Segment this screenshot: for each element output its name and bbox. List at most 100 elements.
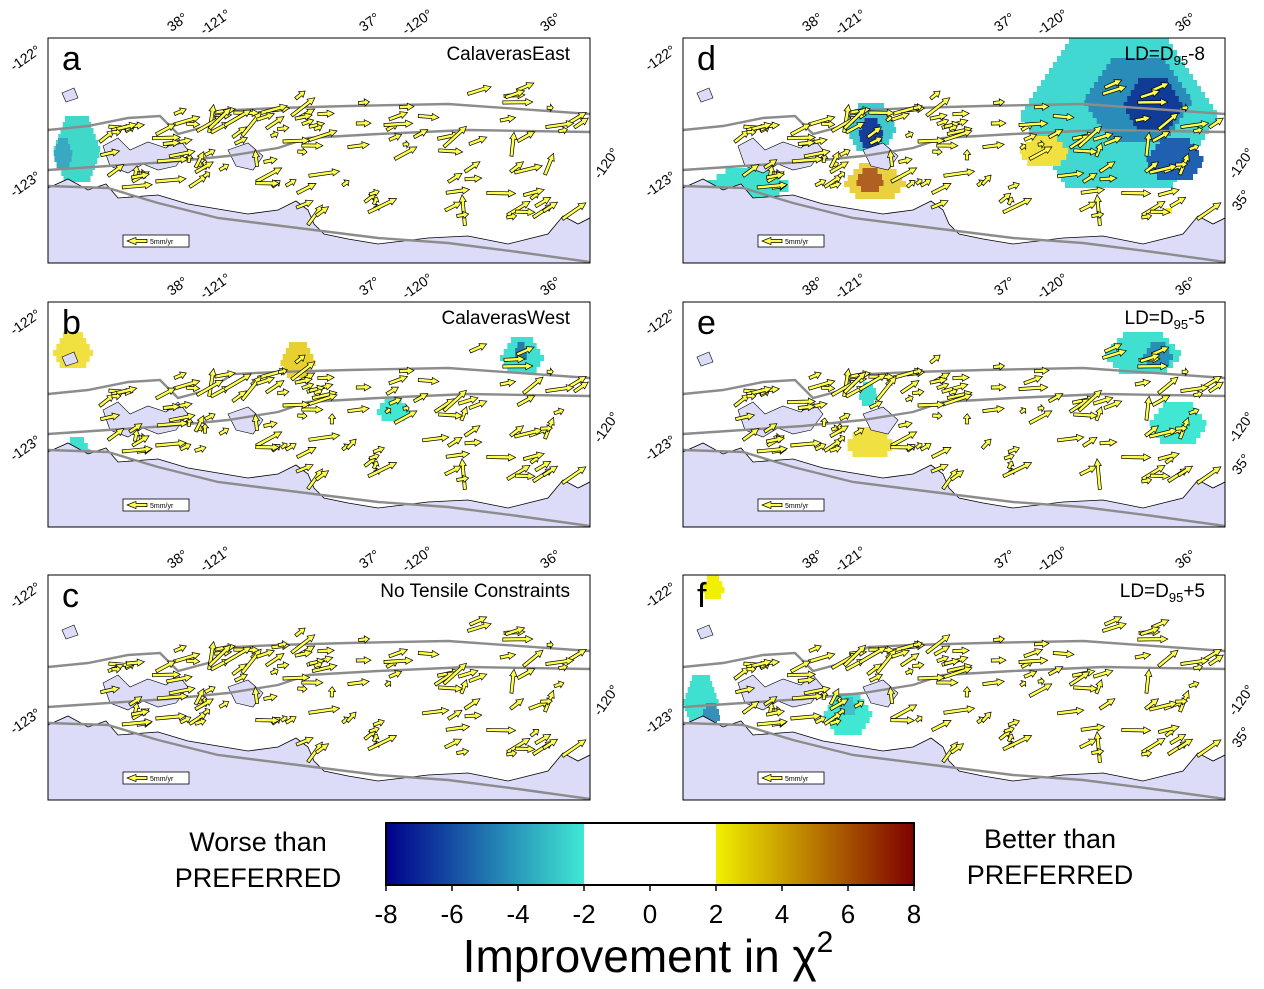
- misfit-cell: [54, 152, 100, 158]
- misfit-cell: [1117, 338, 1169, 344]
- velocity-arrow: [372, 445, 385, 454]
- misfit-cell: [1031, 136, 1057, 142]
- velocity-arrow: [188, 711, 208, 726]
- velocity-arrow: [980, 438, 992, 450]
- misfit-cell: [856, 180, 884, 186]
- misfit-cell: [55, 144, 71, 150]
- velocity-arrow: [1151, 395, 1171, 407]
- velocity-arrow: [763, 423, 778, 434]
- velocity-arrow: [886, 149, 896, 168]
- velocity-arrow: [1137, 362, 1169, 371]
- velocity-arrow: [240, 375, 262, 402]
- velocity-arrow: [1057, 433, 1085, 443]
- lat-lon-label: -120°: [1034, 543, 1071, 575]
- colorbar-tick-label: 6: [841, 899, 855, 929]
- misfit-cell: [847, 439, 893, 445]
- colorbar-tick-label: 0: [643, 899, 657, 929]
- velocity-arrow: [807, 652, 836, 664]
- velocity-arrow: [1193, 390, 1203, 399]
- velocity-arrow: [561, 202, 587, 221]
- velocity-arrow: [317, 109, 335, 118]
- lat-lon-label: -121°: [197, 6, 234, 38]
- bay: [862, 406, 899, 435]
- velocity-arrow: [932, 147, 943, 157]
- velocity-arrow: [367, 735, 398, 752]
- lat-lon-label: -123°: [7, 432, 44, 464]
- velocity-arrow: [347, 678, 370, 687]
- misfit-cell: [1025, 142, 1063, 148]
- velocity-arrow: [1141, 212, 1153, 221]
- velocity-arrow: [1208, 381, 1224, 394]
- velocity-arrow: [417, 376, 440, 386]
- velocity-arrow: [763, 696, 778, 707]
- misfit-cell: [1155, 432, 1201, 438]
- velocity-arrow: [891, 112, 911, 122]
- velocity-arrow: [128, 696, 143, 707]
- velocity-arrow: [941, 382, 969, 394]
- velocity-arrow: [276, 124, 290, 133]
- velocity-arrow: [1003, 452, 1015, 461]
- velocity-arrow: [173, 107, 187, 116]
- velocity-arrow: [184, 153, 194, 163]
- misfit-cell: [1061, 176, 1177, 182]
- velocity-arrow: [1134, 114, 1152, 124]
- velocity-arrow: [162, 402, 181, 412]
- velocity-arrow: [388, 375, 409, 386]
- velocity-arrow: [925, 97, 951, 118]
- misfit-cell: [686, 711, 716, 717]
- velocity-arrow: [126, 236, 148, 246]
- misfit-cell: [683, 699, 719, 705]
- velocity-arrow: [486, 189, 517, 198]
- velocity-arrow: [464, 711, 483, 720]
- velocity-arrow: [1037, 139, 1045, 149]
- velocity-arrow: [898, 156, 913, 165]
- velocity-arrow: [445, 186, 471, 195]
- misfit-cell: [852, 451, 888, 457]
- misfit-cell: [1133, 120, 1173, 126]
- velocity-arrow: [499, 651, 517, 661]
- velocity-arrow: [1037, 676, 1045, 686]
- velocity-arrow: [444, 201, 463, 213]
- velocity-arrow: [313, 123, 323, 132]
- misfit-cell: [1045, 152, 1193, 158]
- velocity-arrow: [218, 427, 230, 436]
- velocity-arrow: [1141, 476, 1153, 485]
- velocity-arrow: [367, 462, 398, 479]
- velocity-arrow: [534, 461, 552, 473]
- lat-lon-label: -120°: [1225, 409, 1257, 446]
- velocity-arrow: [155, 175, 187, 184]
- velocity-arrow: [1079, 201, 1098, 213]
- misfit-cell: [1152, 168, 1198, 174]
- velocity-arrow: [1002, 462, 1033, 479]
- misfit-cell: [1065, 182, 1173, 188]
- velocity-arrow: [808, 644, 822, 653]
- misfit-cell: [707, 575, 719, 581]
- velocity-arrow: [546, 367, 554, 377]
- lat-lon-label: 38°: [164, 546, 191, 571]
- velocity-arrow: [1196, 202, 1222, 221]
- bay: [696, 624, 714, 640]
- velocity-arrow: [1007, 718, 1020, 727]
- velocity-arrow: [1149, 471, 1171, 481]
- misfit-cell: [1166, 208, 1172, 214]
- velocity-arrow: [327, 686, 337, 698]
- velocity-arrow: [912, 366, 923, 376]
- velocity-arrow: [899, 380, 920, 395]
- velocity-arrow: [456, 474, 470, 484]
- map-frame: [682, 37, 1226, 264]
- velocity-arrow: [368, 188, 380, 197]
- velocity-arrow: [1077, 125, 1103, 149]
- velocity-arrow: [1073, 147, 1099, 156]
- lat-lon-label: -120°: [590, 145, 622, 182]
- velocity-arrow: [155, 439, 187, 448]
- velocity-arrow: [284, 442, 297, 452]
- velocity-arrow: [513, 427, 544, 439]
- bay: [61, 624, 79, 640]
- velocity-arrow: [522, 376, 544, 395]
- velocity-arrow: [1018, 656, 1049, 665]
- velocity-arrow: [1091, 210, 1105, 220]
- velocity-arrow: [868, 400, 884, 410]
- velocity-arrow: [516, 668, 536, 680]
- lat-lon-label: 35°: [1228, 451, 1253, 478]
- velocity-arrow: [402, 403, 410, 413]
